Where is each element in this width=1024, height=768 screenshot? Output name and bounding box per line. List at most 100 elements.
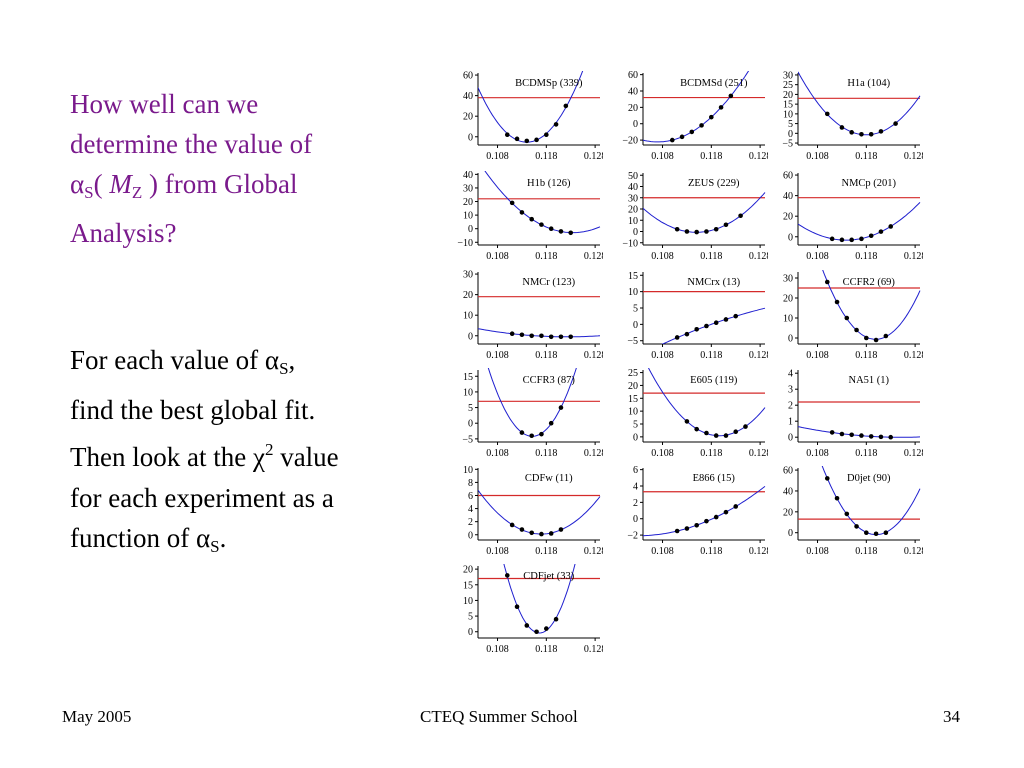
fit-curve bbox=[643, 192, 766, 233]
data-point bbox=[558, 527, 564, 532]
data-point bbox=[548, 531, 554, 536]
y-tick-label: 6 bbox=[633, 465, 638, 476]
y-tick-label: 30 bbox=[783, 274, 793, 285]
fit-curve bbox=[643, 486, 766, 537]
panel-title: CCFR2 (69) bbox=[843, 277, 896, 288]
y-tick-label: 40 bbox=[463, 170, 473, 181]
y-tick-label: 60 bbox=[783, 171, 793, 182]
y-tick-label: 20 bbox=[783, 507, 793, 518]
data-point bbox=[844, 315, 850, 321]
x-tick-label: 0.108 bbox=[651, 448, 674, 459]
data-point bbox=[704, 323, 709, 329]
alpha-subscript: S bbox=[279, 359, 289, 378]
data-point bbox=[743, 424, 748, 429]
x-tick-label: 0.128 bbox=[749, 448, 768, 459]
data-point bbox=[699, 123, 704, 128]
data-point bbox=[873, 337, 879, 343]
y-tick-label: 10 bbox=[463, 596, 473, 607]
y-tick-label: 10 bbox=[783, 314, 793, 325]
y-tick-label: 4 bbox=[468, 504, 473, 515]
y-tick-label: 10 bbox=[783, 109, 793, 120]
data-point bbox=[558, 229, 564, 234]
data-point bbox=[834, 495, 840, 501]
panel-title: NMCrx (13) bbox=[687, 277, 740, 288]
y-tick-label: 0 bbox=[468, 132, 473, 143]
chi2-panel: 60 40 20 0 −20 0.108 0.118 0.128 BCDMSd (251) bbox=[622, 70, 768, 162]
alpha-subscript: S bbox=[210, 537, 220, 556]
y-tick-label: 0 bbox=[468, 530, 473, 541]
y-tick-label: 25 bbox=[628, 368, 638, 379]
y-tick-label: 0 bbox=[633, 119, 638, 130]
y-tick-label: 0 bbox=[468, 627, 473, 638]
heading-line: determine the value of bbox=[70, 129, 313, 159]
y-tick-label: 60 bbox=[463, 71, 473, 82]
data-point bbox=[548, 226, 554, 231]
data-point bbox=[709, 114, 714, 120]
y-tick-label: 0 bbox=[788, 129, 793, 140]
x-tick-label: 0.118 bbox=[700, 251, 722, 262]
data-point bbox=[859, 131, 864, 137]
y-tick-label: 0 bbox=[788, 232, 793, 243]
y-tick-label: 40 bbox=[463, 91, 473, 102]
body-line: find the best global fit. bbox=[70, 394, 316, 425]
data-point bbox=[829, 430, 835, 435]
data-point bbox=[839, 125, 845, 130]
data-point bbox=[733, 313, 739, 319]
body-text: For each value of bbox=[70, 345, 265, 375]
y-tick-label: 30 bbox=[463, 270, 473, 281]
data-point bbox=[684, 331, 690, 337]
panel-title: D0jet (90) bbox=[847, 473, 891, 484]
body-text: , bbox=[288, 345, 296, 375]
x-tick-label: 0.118 bbox=[855, 151, 877, 162]
chi-symbol: χ bbox=[252, 442, 265, 472]
data-point bbox=[878, 229, 884, 234]
x-tick-label: 0.108 bbox=[651, 251, 674, 262]
x-tick-label: 0.128 bbox=[749, 546, 768, 557]
heading-line: Analysis? bbox=[70, 218, 177, 248]
x-tick-label: 0.128 bbox=[749, 151, 768, 162]
alpha-symbol: α bbox=[264, 345, 280, 375]
y-tick-label: 10 bbox=[463, 465, 473, 476]
y-tick-label: 60 bbox=[783, 466, 793, 477]
x-tick-label: 0.108 bbox=[486, 644, 509, 655]
data-point bbox=[844, 511, 850, 517]
panel-title: E605 (119) bbox=[690, 375, 738, 386]
y-tick-label: 5 bbox=[633, 304, 638, 315]
x-tick-label: 0.108 bbox=[486, 546, 509, 557]
data-point bbox=[718, 105, 724, 110]
data-point bbox=[674, 335, 680, 340]
data-point bbox=[728, 93, 734, 99]
y-tick-label: 0 bbox=[468, 419, 473, 430]
data-point bbox=[713, 320, 719, 326]
body-line: function of αS. bbox=[70, 518, 430, 568]
data-point bbox=[694, 522, 699, 528]
fit-curve bbox=[822, 270, 921, 340]
x-tick-label: 0.118 bbox=[535, 546, 557, 557]
x-tick-label: 0.128 bbox=[904, 546, 923, 557]
data-point bbox=[524, 623, 530, 628]
data-point bbox=[694, 326, 699, 332]
data-point bbox=[733, 504, 739, 509]
data-point bbox=[864, 530, 869, 535]
x-tick-label: 0.128 bbox=[749, 350, 768, 361]
y-tick-label: −2 bbox=[627, 531, 638, 542]
panel-title: CCFR3 (87) bbox=[523, 375, 576, 386]
data-point bbox=[888, 434, 894, 440]
y-tick-label: 10 bbox=[463, 311, 473, 322]
y-tick-label: 40 bbox=[783, 191, 793, 202]
x-tick-label: 0.108 bbox=[486, 350, 509, 361]
panel-title: ZEUS (229) bbox=[688, 178, 740, 189]
x-tick-label: 0.128 bbox=[904, 151, 923, 162]
data-point bbox=[878, 434, 884, 440]
panel-title: E866 (15) bbox=[693, 473, 736, 484]
chi2-panel: 40 30 20 10 0 −10 0.108 0.118 0.128 H1b (126) bbox=[457, 170, 603, 262]
data-point bbox=[539, 531, 544, 537]
x-tick-label: 0.108 bbox=[651, 350, 674, 361]
y-tick-label: 20 bbox=[783, 90, 793, 101]
y-tick-label: 20 bbox=[628, 103, 638, 114]
data-point bbox=[704, 430, 709, 436]
y-tick-label: −10 bbox=[457, 238, 473, 249]
y-tick-label: 10 bbox=[628, 287, 638, 298]
y-tick-label: 20 bbox=[463, 197, 473, 208]
data-point bbox=[713, 226, 719, 232]
